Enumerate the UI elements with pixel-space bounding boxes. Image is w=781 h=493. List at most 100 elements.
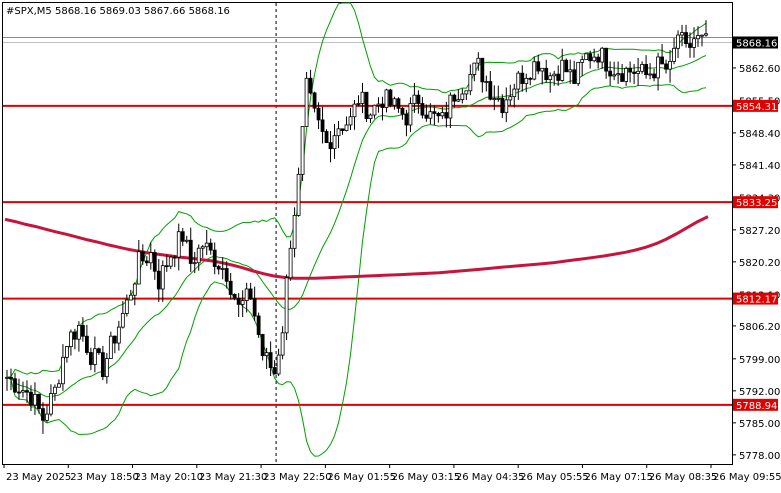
current-price-tag (733, 36, 778, 49)
y-tick-label: 5820.20 (739, 258, 780, 269)
candle-body (508, 96, 513, 101)
candle-body (116, 326, 121, 344)
candle-body (172, 256, 177, 259)
candle-body (524, 77, 529, 84)
candle-body (356, 103, 361, 105)
candle-body (536, 61, 541, 72)
candle-body (152, 252, 157, 272)
candle-body (476, 57, 481, 64)
candle-body (576, 61, 581, 84)
moving-average-line (4, 215, 709, 280)
candle-body (532, 61, 537, 80)
candle-body (308, 77, 313, 94)
candle-body (232, 294, 237, 299)
candle-body (548, 75, 553, 81)
candle-body (240, 300, 245, 305)
candle-body (296, 173, 301, 216)
current-price-tag-label: 5868.16 (736, 39, 777, 50)
candle-body (272, 367, 277, 375)
candle-body (360, 91, 365, 104)
candle-body (652, 73, 656, 79)
candle-body (520, 72, 525, 84)
candle-body (472, 62, 477, 75)
candle-body (680, 32, 684, 36)
candle-body (668, 60, 672, 70)
level-tag-label: 5833.25 (736, 198, 777, 209)
candle-body (512, 88, 517, 98)
candle-body (328, 142, 333, 150)
candle-body (216, 266, 221, 270)
y-tick-label: 5827.20 (739, 226, 780, 237)
candle-body (420, 103, 425, 116)
candle-body (316, 107, 321, 121)
candle-body (5, 376, 9, 379)
candle-body (416, 94, 421, 104)
candle-body (372, 104, 377, 116)
candle-body (516, 72, 521, 90)
candle-body (404, 113, 409, 126)
candle-body (564, 59, 569, 73)
candle-body (160, 265, 165, 290)
level-tag (733, 196, 778, 209)
x-tick-label: 23 May 22:50 (263, 472, 332, 483)
candle-body (228, 280, 233, 295)
candle-body (552, 73, 557, 77)
candle-body (204, 242, 209, 248)
candle-body (540, 67, 545, 72)
candle-body (340, 128, 345, 131)
candle-body (392, 98, 397, 106)
candle-body (344, 124, 349, 131)
candle-body (664, 63, 668, 70)
candle-body (648, 73, 652, 76)
candle-body (248, 288, 253, 300)
candle-body (600, 47, 605, 63)
candle-body (556, 73, 561, 81)
candle-body (408, 103, 413, 126)
bollinger-upper (6, 2, 707, 378)
candle-body (256, 315, 261, 335)
candle-body (400, 107, 405, 115)
candle-body (244, 288, 249, 301)
candle-body (124, 299, 129, 314)
candle-body (496, 97, 501, 100)
candle-body (17, 391, 21, 394)
candle-body (644, 64, 648, 76)
candle-body (616, 73, 621, 76)
candle-body (560, 59, 565, 81)
candle-body (388, 89, 393, 106)
candle-body (580, 59, 585, 63)
candle-body (61, 356, 65, 385)
candle-body (49, 393, 53, 415)
level-tag-label: 5788.94 (736, 401, 777, 412)
candle-body (224, 268, 229, 282)
candle-body (84, 335, 89, 353)
candle-body (628, 67, 633, 73)
candle-body (424, 114, 429, 119)
chart-symbol-title: #SPX,M5 5868.16 5869.03 5867.66 5868.16 (6, 6, 230, 17)
candle-body (632, 71, 637, 74)
candle-body (88, 352, 93, 365)
y-tick-label: 5806.20 (739, 322, 780, 333)
candle-body (468, 74, 473, 92)
candle-body (25, 390, 29, 393)
candle-body (236, 297, 241, 305)
candle-body (312, 92, 317, 109)
candle-body (348, 116, 353, 126)
candle-body (188, 239, 193, 264)
candle-body (488, 81, 493, 100)
candle-body (572, 69, 577, 84)
candle-body (208, 242, 213, 251)
candle-body (176, 231, 181, 258)
candle-body (588, 53, 593, 62)
symbol-label: #SPX,M5 (6, 6, 52, 17)
x-tick-label: 26 May 08:35 (649, 472, 718, 483)
candle-body (96, 348, 101, 354)
candle-body (132, 283, 137, 296)
candle-body (180, 231, 185, 242)
candle-body (100, 352, 105, 378)
candle-body (624, 67, 629, 82)
candle-body (544, 67, 549, 81)
candle-body (128, 294, 133, 301)
